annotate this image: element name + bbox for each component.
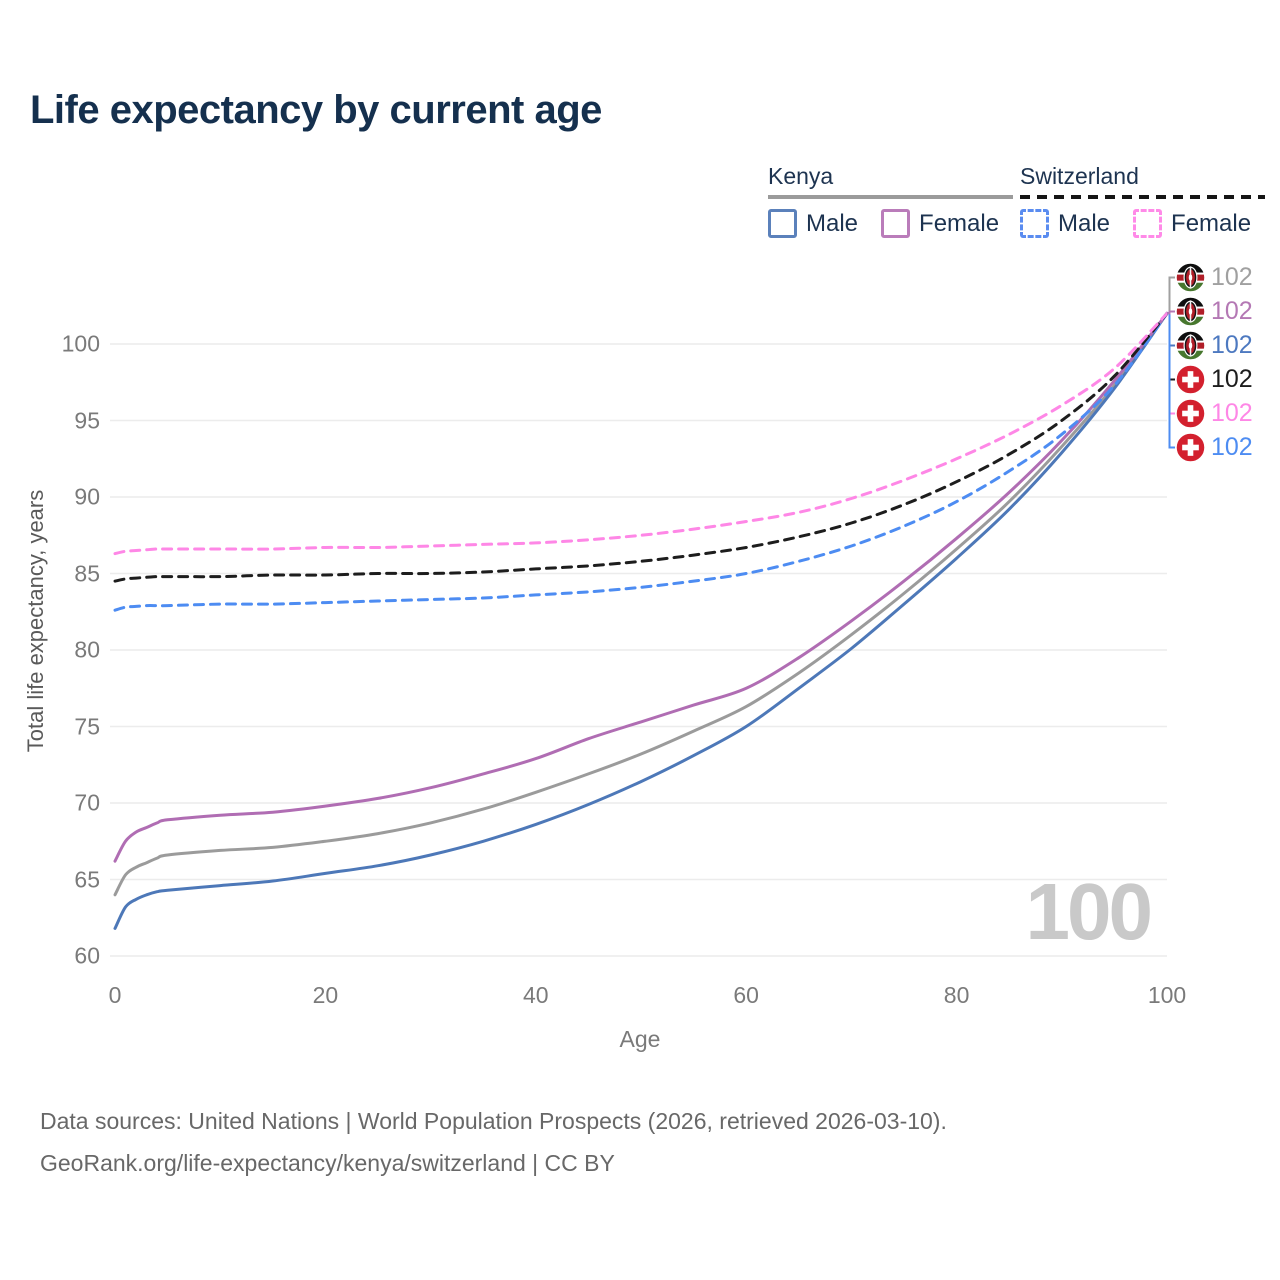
kenya-flag-icon <box>1175 262 1206 293</box>
switzerland-male-label: Male <box>1058 209 1111 237</box>
end-marker-row-switzerland-female: 102 <box>1175 398 1253 429</box>
end-marker-row-kenya-male: 102 <box>1175 330 1253 361</box>
kenya-female-checkbox[interactable] <box>881 209 911 238</box>
kenya-flag-icon <box>1175 330 1206 361</box>
end-value-label: 102 <box>1211 365 1253 393</box>
legend-group-kenya: Kenya Male Female <box>768 163 1014 238</box>
end-marker-row-kenya-both-sexes: 102 <box>1175 262 1253 293</box>
kenya-female-label: Female <box>919 209 1000 237</box>
end-marker-row-switzerland-both-sexes: 102 <box>1175 364 1253 395</box>
y-tick-label-85: 85 <box>74 560 100 586</box>
series-line-kenya-female <box>113 311 1169 863</box>
y-axis-title: Total life expectancy, years <box>23 489 48 753</box>
x-tick-label-20: 20 <box>312 982 339 1008</box>
kenya-flag-icon <box>1175 296 1206 327</box>
data-sources-line: Data sources: United Nations | World Pop… <box>40 1108 947 1134</box>
end-value-label: 102 <box>1211 263 1253 291</box>
series-line-kenya-both-sexes <box>113 311 1169 897</box>
series-line-switzerland-female <box>113 311 1169 556</box>
x-tick-label-80: 80 <box>943 982 970 1008</box>
legend-kenya-title: Kenya <box>768 163 834 189</box>
y-tick-label-65: 65 <box>74 866 100 892</box>
kenya-male-label: Male <box>806 209 859 237</box>
switzerland-flag-icon <box>1175 432 1206 463</box>
x-tick-label-0: 0 <box>108 982 122 1008</box>
switzerland-flag-icon <box>1175 364 1206 395</box>
end-value-label: 102 <box>1211 331 1253 359</box>
end-marker-row-kenya-female: 102 <box>1175 296 1253 327</box>
kenya-male-checkbox[interactable] <box>768 209 797 238</box>
x-tick-label-100: 100 <box>1147 982 1187 1008</box>
page-title: Life expectancy by current age <box>30 88 602 132</box>
x-tick-label-40: 40 <box>523 982 549 1008</box>
y-tick-label-80: 80 <box>74 636 100 663</box>
y-tick-label-95: 95 <box>74 407 100 433</box>
y-tick-label-70: 70 <box>74 789 100 816</box>
end-connector-0 <box>1167 276 1175 315</box>
end-connector-2 <box>1167 312 1175 347</box>
x-axis-title: Age <box>619 1026 661 1052</box>
switzerland-female-label: Female <box>1171 209 1252 237</box>
legend-switzerland-dashed-line-sample <box>1020 195 1266 199</box>
x-tick-label-60: 60 <box>733 982 759 1008</box>
y-tick-label-100: 100 <box>61 330 100 357</box>
end-value-label: 102 <box>1211 297 1253 325</box>
end-value-label: 102 <box>1211 399 1253 427</box>
switzerland-male-checkbox[interactable] <box>1020 209 1049 238</box>
switzerland-flag-icon <box>1175 398 1206 429</box>
series-line-switzerland-male <box>113 311 1169 612</box>
series-line-switzerland-both-sexes <box>113 311 1169 583</box>
y-tick-label-75: 75 <box>74 713 100 739</box>
switzerland-female-checkbox[interactable] <box>1133 209 1163 238</box>
end-connector-1 <box>1167 310 1175 315</box>
end-value-label: 102 <box>1211 433 1253 461</box>
attribution-line: GeoRank.org/life-expectancy/kenya/switze… <box>40 1150 615 1176</box>
age-counter-watermark: 100 <box>1025 867 1153 956</box>
end-connector-4 <box>1167 312 1175 415</box>
y-tick-label-90: 90 <box>74 483 100 510</box>
end-marker-row-switzerland-male: 102 <box>1175 432 1253 463</box>
legend-kenya-solid-line-sample <box>768 195 1014 199</box>
legend-switzerland-title: Switzerland <box>1020 163 1139 189</box>
y-tick-label-60: 60 <box>74 942 100 969</box>
series-line-kenya-male <box>113 311 1169 930</box>
legend-group-switzerland: Switzerland Male Female <box>1020 163 1266 238</box>
